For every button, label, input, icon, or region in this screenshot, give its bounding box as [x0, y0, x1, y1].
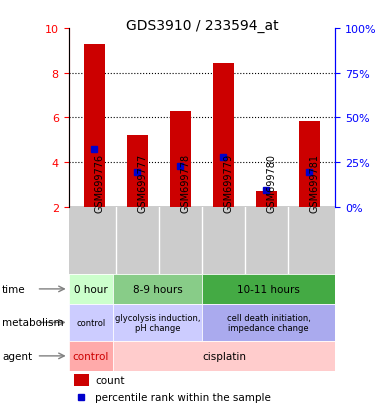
Text: GSM699777: GSM699777: [138, 153, 147, 212]
Text: percentile rank within the sample: percentile rank within the sample: [95, 392, 271, 402]
Bar: [202, 274, 335, 304]
Text: agent: agent: [2, 351, 32, 361]
Text: 10-11 hours: 10-11 hours: [237, 284, 300, 294]
Text: 8-9 hours: 8-9 hours: [133, 284, 182, 294]
Text: GSM699776: GSM699776: [94, 154, 104, 212]
Text: control: control: [76, 318, 106, 327]
Bar: [113, 304, 202, 341]
Bar: [213, 64, 234, 207]
Text: glycolysis induction,
pH change: glycolysis induction, pH change: [115, 313, 200, 332]
Text: 0 hour: 0 hour: [74, 284, 108, 294]
Text: cisplatin: cisplatin: [202, 351, 246, 361]
Text: GSM699779: GSM699779: [223, 154, 234, 212]
Text: GSM699781: GSM699781: [309, 154, 320, 212]
Text: metabolism: metabolism: [2, 318, 64, 328]
Text: count: count: [95, 375, 125, 385]
Text: cell death initiation,
impedance change: cell death initiation, impedance change: [227, 313, 311, 332]
Bar: [299, 121, 320, 207]
Bar: [69, 304, 113, 341]
Bar: [113, 341, 335, 371]
Text: GDS3910 / 233594_at: GDS3910 / 233594_at: [126, 19, 278, 33]
Text: control: control: [73, 351, 109, 361]
Bar: [256, 192, 277, 207]
Bar: [202, 304, 335, 341]
Text: GSM699780: GSM699780: [266, 154, 277, 212]
Bar: [69, 341, 113, 371]
Bar: [126, 136, 148, 207]
Text: time: time: [2, 284, 26, 294]
Bar: [84, 45, 105, 207]
Bar: [69, 274, 113, 304]
Text: GSM699778: GSM699778: [181, 154, 190, 212]
Bar: [74, 374, 88, 387]
Bar: [170, 112, 191, 207]
Bar: [113, 274, 202, 304]
